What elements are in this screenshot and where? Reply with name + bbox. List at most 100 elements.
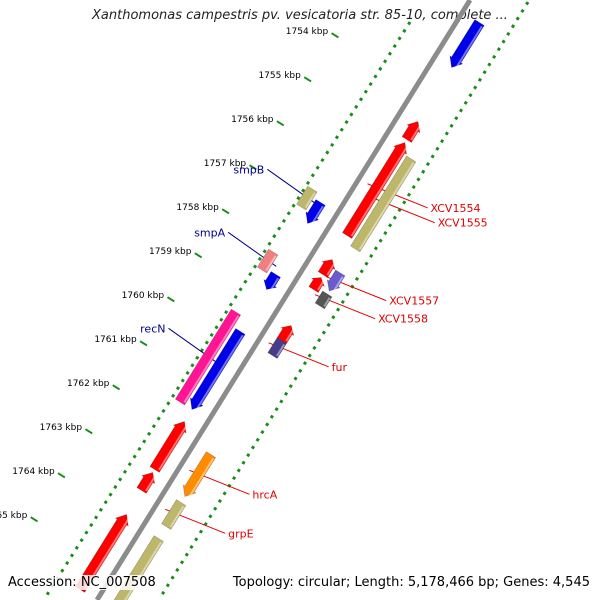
tick-label: 1757 kbp xyxy=(204,159,247,169)
tick-mark xyxy=(112,384,121,391)
gene-feature[interactable] xyxy=(174,308,242,406)
gene-highlight xyxy=(358,162,415,250)
tick-label: 1764 kbp xyxy=(12,467,55,477)
gene-shape[interactable] xyxy=(135,468,159,494)
tick-label: 1758 kbp xyxy=(176,203,219,213)
gene-label[interactable]: XCV1557 xyxy=(389,295,439,308)
gene-highlight xyxy=(276,343,286,357)
gene-highlight xyxy=(285,328,295,342)
gene-shape[interactable] xyxy=(161,499,187,530)
gene-shape[interactable] xyxy=(174,308,242,406)
gene-shape[interactable] xyxy=(445,19,486,72)
tick-label: 1763 kbp xyxy=(40,423,83,433)
gene-feature[interactable] xyxy=(445,19,486,72)
gene-feature[interactable] xyxy=(260,270,282,293)
gene-highlight xyxy=(323,297,331,307)
gene-feature[interactable] xyxy=(178,451,217,501)
gene-shape[interactable] xyxy=(323,269,347,295)
gene-shape[interactable] xyxy=(314,290,333,310)
gene-highlight xyxy=(195,334,244,411)
gene-highlight xyxy=(317,280,325,291)
gene-highlight xyxy=(169,505,185,528)
gene-highlight xyxy=(350,145,409,237)
gene-feature[interactable] xyxy=(350,155,417,253)
gene-shape[interactable] xyxy=(267,337,287,359)
gene-highlight xyxy=(304,192,316,208)
accession-label: Accession: NC_007508 xyxy=(8,575,156,590)
tick-label: 1759 kbp xyxy=(149,247,192,257)
gene-shape[interactable] xyxy=(307,274,327,294)
gene-label[interactable]: XCV1554 xyxy=(431,202,481,215)
tick-mark xyxy=(303,76,312,83)
tick-label: 1762 kbp xyxy=(67,379,110,389)
topology-label: Topology: circular; Length: 5,178,466 bp… xyxy=(232,575,590,590)
gene-label[interactable]: XCV1555 xyxy=(438,217,488,230)
gene-highlight xyxy=(188,457,215,498)
tick-mark xyxy=(331,32,339,39)
gene-shape[interactable] xyxy=(186,327,247,413)
gene-label[interactable]: grpE xyxy=(228,527,253,540)
tick-mark xyxy=(57,472,66,479)
gene-shape[interactable] xyxy=(316,256,338,279)
tick-label: 1755 kbp xyxy=(258,71,301,81)
tick-mark xyxy=(166,296,175,303)
gene-feature[interactable] xyxy=(135,468,159,494)
genome-backbone xyxy=(94,0,473,600)
gene-feature[interactable] xyxy=(316,256,338,279)
map-title: Xanthomonas campestris pv. vesicatoria s… xyxy=(92,8,508,23)
outer-left-dotted-line xyxy=(43,21,412,599)
gene-shape[interactable] xyxy=(260,270,282,293)
gene-label[interactable]: recN xyxy=(140,322,165,335)
gene-feature[interactable] xyxy=(341,139,412,240)
gene-highlight xyxy=(265,255,277,271)
tick-label: 1754 kbp xyxy=(286,27,329,37)
gene-feature[interactable] xyxy=(186,327,247,413)
gene-highlight xyxy=(158,424,188,471)
gene-highlight xyxy=(332,276,344,292)
gene-label[interactable]: XCV1558 xyxy=(378,313,428,326)
gene-highlight xyxy=(270,277,280,291)
gene-feature[interactable] xyxy=(301,198,327,227)
gene-label[interactable]: hrcA xyxy=(252,488,277,501)
gene-feature[interactable] xyxy=(307,274,327,294)
gene-shape[interactable] xyxy=(400,118,424,144)
gene-shape[interactable] xyxy=(178,451,217,501)
gene-label[interactable]: fur xyxy=(332,361,348,374)
tick-mark xyxy=(30,516,39,523)
gene-group[interactable] xyxy=(74,19,486,600)
tick-mark xyxy=(139,340,148,347)
gene-feature[interactable] xyxy=(161,499,187,530)
tick-label: 1756 kbp xyxy=(231,115,274,125)
gene-shape[interactable] xyxy=(350,155,417,253)
gene-feature[interactable] xyxy=(296,185,318,211)
gene-shape[interactable] xyxy=(257,248,279,274)
gene-highlight xyxy=(183,315,240,403)
gene-feature[interactable] xyxy=(323,269,347,295)
gene-shape[interactable] xyxy=(148,417,191,473)
gene-feature[interactable] xyxy=(275,322,297,345)
tick-mark xyxy=(194,252,203,259)
gene-highlight xyxy=(145,475,156,492)
gene-shape[interactable] xyxy=(301,198,327,227)
gene-highlight xyxy=(410,124,422,141)
tick-mark xyxy=(221,208,230,215)
gene-labels: XCV1554 XCV1555 smpB XCV1557 XCV1558 smpA fur r… xyxy=(140,163,488,540)
gene-feature[interactable] xyxy=(400,118,424,144)
gene-label[interactable]: smpA xyxy=(194,226,225,239)
gene-shape[interactable] xyxy=(275,322,297,345)
gene-highlight xyxy=(455,25,483,69)
gene-highlight xyxy=(311,205,324,225)
gene-shape[interactable] xyxy=(341,139,412,240)
gene-feature[interactable] xyxy=(148,417,191,473)
gene-feature[interactable] xyxy=(257,248,279,274)
gene-feature[interactable] xyxy=(267,337,287,359)
outer-right-dotted-line xyxy=(158,1,530,599)
gene-feature[interactable] xyxy=(314,290,333,310)
tick-mark xyxy=(276,120,285,127)
gene-shape[interactable] xyxy=(296,185,318,211)
tick-label: 1760 kbp xyxy=(122,291,165,301)
tick-mark xyxy=(249,164,257,171)
gene-label[interactable]: smpB xyxy=(233,163,264,176)
